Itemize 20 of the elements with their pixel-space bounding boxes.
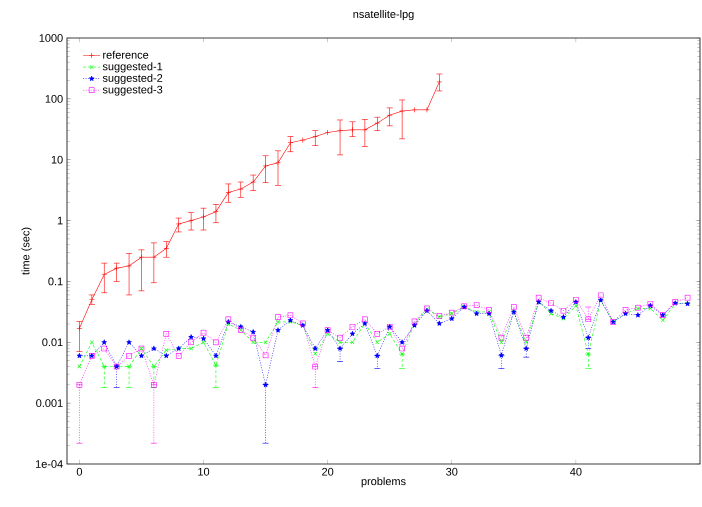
- y-tick-label: 0.1: [48, 278, 63, 286]
- x-tick-label: 30: [446, 468, 458, 476]
- y-tick-label: 100: [46, 94, 63, 103]
- legend-label: reference: [103, 50, 148, 59]
- legend-label: suggested-1: [102, 62, 162, 72]
- y-tick-label: 1e-04: [36, 460, 63, 468]
- y-tick-label: 0.001: [36, 399, 63, 408]
- chart-title: nsatellite-lpg: [353, 10, 414, 20]
- x-axis-title: problems: [362, 477, 406, 488]
- x-tick-label: 20: [322, 468, 334, 476]
- x-tick-label: 10: [198, 468, 210, 476]
- y-tick-label: 1000: [40, 34, 63, 42]
- legend-label: suggested-3: [102, 85, 162, 96]
- y-tick-label: 1: [58, 216, 63, 224]
- legend-label: suggested-2: [102, 74, 162, 84]
- y-axis-title: time (sec): [21, 228, 32, 275]
- x-tick-label: 0: [76, 468, 82, 476]
- y-tick-label: 10: [52, 156, 63, 164]
- y-tick-label: 0.01: [42, 338, 63, 346]
- x-tick-label: 40: [570, 468, 582, 476]
